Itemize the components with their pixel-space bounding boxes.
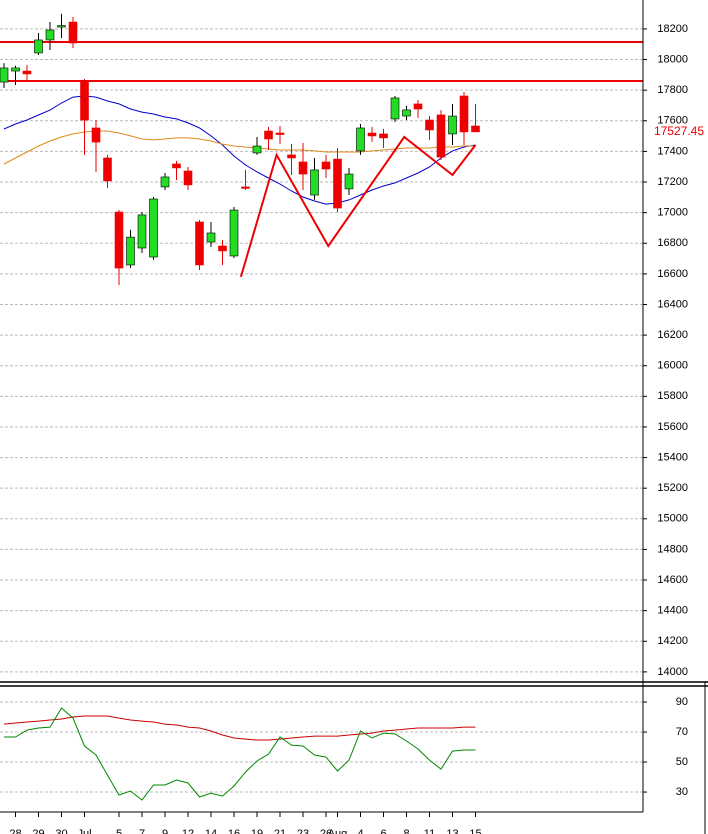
candle-body [229,209,239,257]
candle-body [448,115,457,135]
candle-body [264,130,273,140]
y-tick-label: 14600 [657,574,688,586]
x-tick-label: 12 [182,828,194,834]
candle-body [321,161,331,170]
candle-body [459,95,469,133]
candle-body [172,163,181,169]
candle-body [413,103,423,110]
candle-body [436,114,446,158]
zigzag-line [239,135,477,278]
indicator-line [3,715,476,741]
x-tick-label: Jul [77,828,91,834]
x-tick-label: 29 [32,828,44,834]
candle-body [344,173,354,190]
candle-body [149,198,158,258]
indicator-line [4,707,476,801]
last-price-label: 17527.45 [654,124,704,138]
y-tick-label: 14400 [657,605,688,617]
candle-body [367,132,377,137]
x-tick-label: 8 [403,828,409,834]
candle-body [137,214,147,249]
x-tick-label: 5 [116,828,122,834]
candle-body [241,186,250,189]
candle-body [22,70,32,75]
y-tick-label: 15600 [657,421,688,433]
y-tick-label: 17600 [657,115,688,127]
x-tick-label: 11 [424,828,435,834]
y-tick-label: 50 [676,756,688,768]
candle-body [471,125,480,133]
y-tick-label: 90 [676,696,688,708]
candle-body [160,176,170,188]
x-tick-label: 28 [9,828,21,834]
y-tick-label: 16000 [657,360,688,372]
y-tick-label: 18000 [657,53,688,65]
candle-body [103,157,112,182]
y-tick-label: 17200 [657,176,688,188]
y-tick-label: 30 [676,786,688,798]
y-tick-label: 17400 [657,145,688,157]
x-tick-label: 21 [274,828,286,834]
y-tick-label: 14800 [657,543,688,555]
candle-body [275,132,285,135]
candle-body [252,145,262,154]
x-tick-label: 30 [55,828,67,834]
candle-body [356,127,365,152]
candle-body [80,81,89,121]
x-tick-label: 16 [228,828,240,834]
x-tick-label: 6 [380,828,386,834]
candle-body [68,21,78,44]
candle-body [114,211,124,269]
candle-body [218,245,227,252]
x-tick-label: 9 [162,828,168,834]
x-tick-label: 19 [251,828,263,834]
y-tick-label: 14200 [657,635,688,647]
candle-body [183,170,193,186]
y-tick-label: 17800 [657,84,688,96]
x-tick-label: Aug [328,828,348,834]
candle-body [0,67,9,83]
candle-body [425,119,434,131]
candle-body [287,154,296,159]
x-tick-label: 4 [357,828,363,834]
y-tick-label: 70 [676,726,688,738]
candle-body [34,39,43,54]
y-tick-label: 18200 [657,23,688,35]
x-tick-label: 7 [139,828,145,834]
candle-body [310,169,319,196]
x-tick-label: 15 [469,828,481,834]
candle-body [11,67,20,72]
y-tick-label: 14000 [657,666,688,678]
candle-body [91,127,101,143]
candle-body [390,97,400,120]
y-tick-label: 15800 [657,390,688,402]
y-tick-label: 17000 [657,207,688,219]
candle-body [298,161,308,175]
candle-body [45,29,55,41]
candle-body [195,221,204,266]
candle-body [126,236,135,266]
y-tick-label: 15000 [657,513,688,525]
candle-body [206,232,216,243]
x-tick-label: 23 [297,828,309,834]
candle-body [57,25,66,28]
y-tick-label: 16400 [657,298,688,310]
candle-body [333,158,342,209]
x-tick-label: 13 [446,828,458,834]
y-tick-label: 15200 [657,482,688,494]
candle-body [402,109,411,117]
candle-body [379,133,388,139]
y-tick-label: 16800 [657,237,688,249]
y-tick-label: 16600 [657,268,688,280]
x-tick-label: 26 [320,828,332,834]
x-tick-label: 14 [205,828,217,834]
y-tick-label: 16200 [657,329,688,341]
y-tick-label: 15400 [657,451,688,463]
